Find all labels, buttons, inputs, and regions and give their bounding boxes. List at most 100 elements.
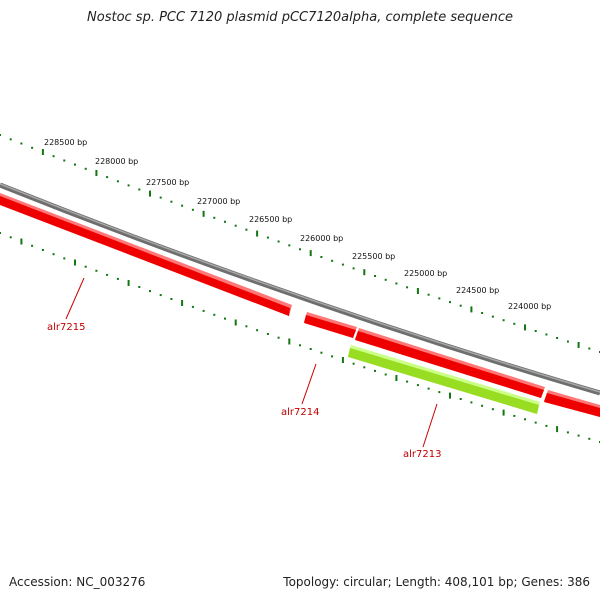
gene-right-edge-segment[interactable] bbox=[544, 390, 600, 417]
accession-value: NC_003276 bbox=[76, 575, 146, 589]
minor-tick bbox=[352, 362, 355, 365]
major-tick bbox=[181, 300, 184, 306]
major-tick bbox=[416, 288, 419, 294]
major-tick bbox=[288, 338, 291, 345]
map-title: Nostoc sp. PCC 7120 plasmid pCC7120alpha… bbox=[87, 10, 513, 25]
minor-tick bbox=[116, 277, 119, 280]
minor-tick bbox=[31, 146, 34, 149]
minor-tick bbox=[170, 200, 173, 203]
position-label: 224000 bp bbox=[508, 302, 551, 311]
major-tick bbox=[449, 392, 451, 399]
minor-tick bbox=[406, 286, 409, 289]
minor-tick bbox=[491, 315, 494, 318]
major-tick bbox=[127, 280, 130, 286]
minor-tick bbox=[84, 167, 87, 170]
minor-tick bbox=[0, 232, 1, 234]
minor-tick bbox=[277, 240, 280, 243]
minor-tick bbox=[63, 159, 66, 162]
minor-tick bbox=[202, 309, 205, 312]
genome-summary: Topology: circular; Length: 408,101 bp; … bbox=[283, 575, 590, 589]
minor-tick bbox=[556, 337, 559, 339]
minor-tick bbox=[427, 387, 430, 390]
position-label: 225500 bp bbox=[352, 252, 395, 261]
minor-tick bbox=[127, 184, 130, 187]
minor-tick bbox=[41, 249, 44, 251]
minor-tick bbox=[566, 431, 569, 434]
minor-tick bbox=[502, 319, 505, 322]
minor-tick bbox=[481, 404, 484, 407]
minor-tick bbox=[256, 329, 259, 332]
position-label: 226000 bp bbox=[300, 234, 343, 243]
major-tick bbox=[556, 426, 559, 433]
gene-alr7214[interactable] bbox=[304, 312, 357, 338]
minor-tick bbox=[406, 380, 409, 383]
gene-label[interactable]: alr7214 bbox=[281, 407, 319, 418]
minor-tick bbox=[95, 269, 98, 272]
major-tick bbox=[524, 324, 526, 331]
minor-tick bbox=[534, 330, 537, 332]
major-tick bbox=[74, 259, 76, 266]
minor-tick bbox=[299, 248, 301, 251]
minor-tick bbox=[63, 257, 66, 260]
major-tick bbox=[256, 230, 259, 237]
minor-tick bbox=[52, 155, 55, 158]
gene-callouts bbox=[65, 277, 438, 448]
minor-tick bbox=[106, 176, 109, 179]
position-label: 226500 bp bbox=[249, 215, 292, 224]
minor-tick bbox=[438, 297, 441, 300]
minor-tick bbox=[524, 418, 526, 421]
minor-tick bbox=[470, 401, 473, 404]
minor-tick bbox=[459, 304, 462, 307]
minor-tick bbox=[363, 366, 366, 369]
minor-tick bbox=[545, 424, 548, 427]
minor-tick bbox=[266, 236, 269, 239]
minor-tick bbox=[427, 293, 430, 296]
minor-tick bbox=[299, 344, 301, 347]
major-tick bbox=[395, 375, 398, 381]
position-labels: 228500 bp 228000 bp 227500 bp 227000 bp … bbox=[44, 138, 551, 311]
minor-tick bbox=[438, 391, 441, 394]
gene-alr7215[interactable] bbox=[0, 193, 292, 316]
major-tick bbox=[470, 306, 473, 313]
major-tick bbox=[202, 210, 205, 217]
sequence-backbone bbox=[0, 182, 600, 396]
minor-tick bbox=[277, 336, 280, 339]
minor-tick bbox=[384, 278, 387, 281]
minor-tick bbox=[181, 204, 184, 207]
major-tick bbox=[309, 250, 312, 257]
minor-tick bbox=[116, 180, 119, 183]
minor-tick bbox=[320, 256, 323, 258]
minor-tick bbox=[374, 369, 376, 372]
minor-tick bbox=[213, 313, 216, 316]
minor-tick bbox=[449, 301, 451, 304]
minor-tick bbox=[224, 220, 226, 223]
minor-tick bbox=[191, 208, 194, 211]
gene-label[interactable]: alr7213 bbox=[403, 449, 441, 460]
minor-tick bbox=[0, 134, 1, 136]
minor-tick bbox=[320, 351, 323, 354]
minor-tick bbox=[159, 294, 162, 297]
minor-tick bbox=[138, 286, 141, 288]
minor-tick bbox=[170, 298, 173, 300]
minor-tick bbox=[20, 142, 23, 145]
minor-tick bbox=[588, 437, 591, 440]
minor-tick bbox=[52, 253, 55, 256]
position-label: 225000 bp bbox=[404, 269, 447, 278]
minor-tick bbox=[384, 373, 387, 376]
minor-tick bbox=[309, 348, 312, 350]
gene-label[interactable]: alr7215 bbox=[47, 322, 85, 333]
minor-tick bbox=[566, 340, 569, 343]
callout-line bbox=[65, 277, 85, 320]
major-tick bbox=[20, 238, 23, 245]
minor-tick bbox=[74, 163, 76, 166]
minor-tick bbox=[245, 325, 248, 328]
minor-tick bbox=[481, 312, 484, 314]
gene-alr7213-red-segment[interactable] bbox=[355, 328, 545, 398]
gene-alr7213[interactable] bbox=[348, 345, 540, 414]
minor-tick bbox=[191, 305, 194, 308]
minor-tick bbox=[106, 273, 109, 276]
position-label: 228500 bp bbox=[44, 138, 87, 147]
major-tick bbox=[95, 170, 98, 176]
accession-label: Accession: bbox=[9, 575, 73, 589]
